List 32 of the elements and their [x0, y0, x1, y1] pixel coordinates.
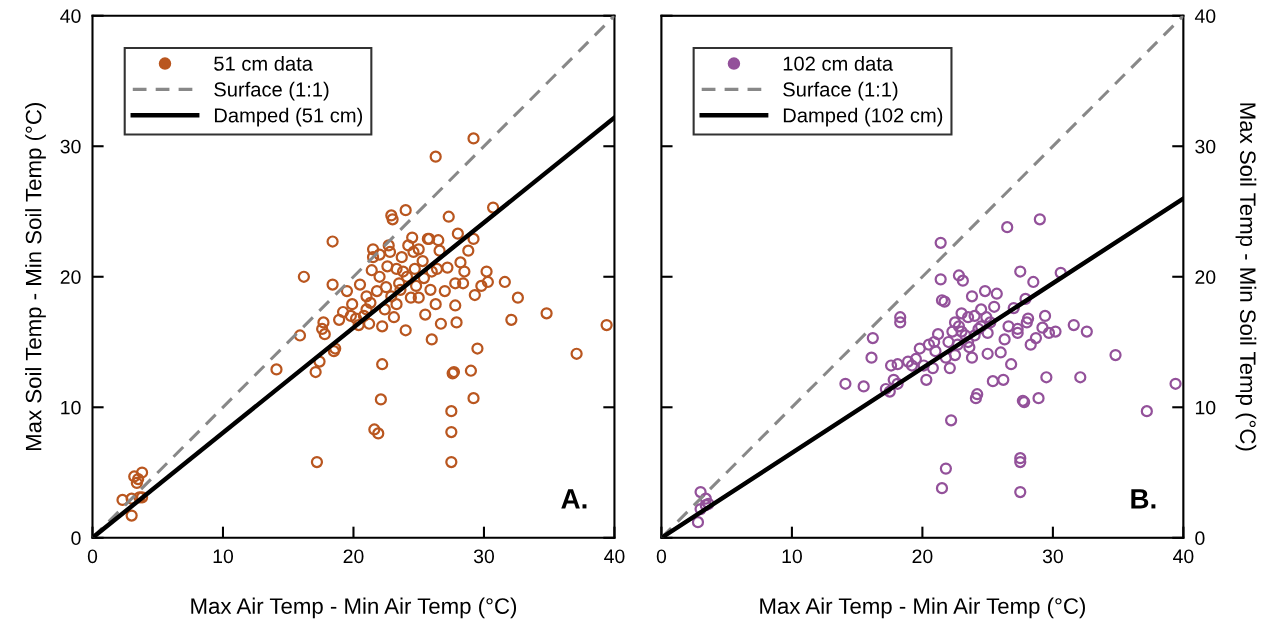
y-tick-label: 40 [60, 9, 81, 23]
y-tick-label: 20 [60, 270, 81, 284]
y-tick-label: 0 [71, 531, 81, 546]
y2-axis-title: Max Soil Temp - Min Soil Temp (°C) [1235, 103, 1257, 451]
annotation: B. [1131, 489, 1156, 509]
y2-tick-label: 20 [1195, 270, 1216, 284]
annotation: A. [561, 489, 587, 509]
x-tick-label: 40 [604, 549, 625, 564]
x-tick-label: 10 [782, 549, 802, 564]
y2-tick-label: 40 [1194, 9, 1216, 23]
x-axis-title: Max Air Temp - Min Air Temp (°C) [760, 597, 1085, 619]
y-tick-label: 10 [61, 400, 81, 415]
legend-label: 102 cm data [783, 56, 894, 71]
legend-label: 51 cm data [214, 56, 313, 71]
legend-label: Surface (1:1) [783, 81, 898, 101]
y2-tick-label: 30 [1195, 139, 1216, 154]
x-tick-label: 30 [473, 549, 495, 564]
legend-label: Damped (102 cm) [783, 107, 943, 127]
x-tick-label: 0 [87, 549, 98, 564]
x-tick-label: 20 [912, 549, 933, 564]
x-tick-label: 40 [1173, 549, 1194, 564]
legend-label: Surface (1:1) [214, 81, 329, 101]
x-tick-label: 0 [656, 549, 667, 564]
y-tick-label: 30 [60, 139, 81, 154]
x-tick-label: 10 [213, 549, 234, 564]
legend-label: Damped (51 cm) [214, 107, 363, 127]
x-tick-label: 30 [1042, 549, 1063, 564]
y2-tick-label: 0 [1195, 531, 1205, 546]
y-axis-title: Max Soil Temp - Min Soil Temp (°C) [25, 103, 46, 450]
y2-tick-label: 10 [1195, 400, 1216, 415]
x-tick-label: 20 [343, 549, 364, 564]
x-axis-title: Max Air Temp - Min Air Temp (°C) [191, 597, 517, 619]
